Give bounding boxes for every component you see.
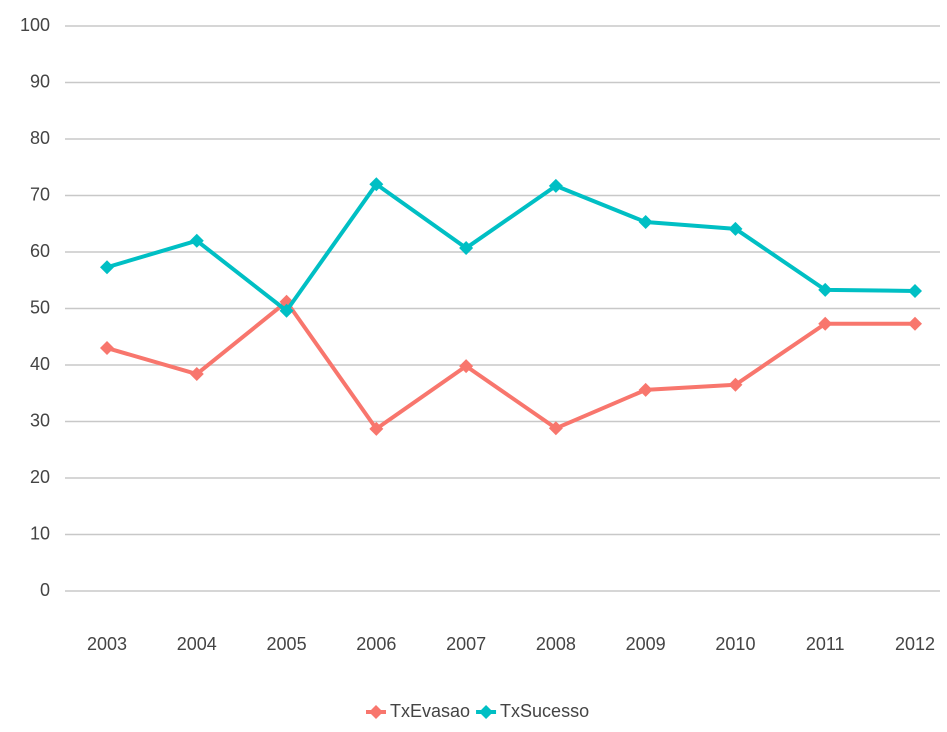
x-tick-label: 2006 [356,634,396,654]
y-tick-label: 90 [30,71,50,91]
y-tick-label: 30 [30,410,50,430]
data-point [459,359,474,374]
data-point [638,215,653,230]
data-point [189,367,204,382]
x-tick-label: 2004 [177,634,217,654]
data-point [908,316,922,331]
x-tick-label: 2011 [806,634,845,654]
y-tick-label: 40 [30,354,50,374]
x-tick-label: 2008 [536,634,576,654]
data-point [908,283,922,298]
y-tick-label: 0 [40,580,50,600]
legend-label: TxSucesso [500,701,589,721]
data-point [459,241,474,256]
data-point [369,421,384,436]
series-line [106,182,916,313]
y-tick-label: 100 [20,15,50,35]
x-tick-label: 2012 [895,634,935,654]
data-point [548,421,563,436]
data-point [369,177,384,192]
y-tick-label: 20 [30,467,50,487]
y-tick-label: 70 [30,184,50,204]
data-point [100,341,114,356]
data-point [818,282,833,297]
y-tick-label: 60 [30,241,50,261]
y-tick-label: 50 [30,297,50,317]
data-point [189,233,204,248]
data-point [279,303,294,318]
data-point [638,382,653,397]
x-tick-label: 2003 [87,634,127,654]
x-tick-label: 2007 [446,634,486,654]
data-point [548,178,563,193]
y-tick-label: 80 [30,128,50,148]
x-tick-label: 2005 [267,634,307,654]
x-tick-label: 2010 [715,634,755,654]
data-point [818,316,833,331]
legend-label: TxEvasao [390,701,470,721]
series-line [106,299,915,431]
y-tick-label: 10 [30,523,50,543]
data-point [728,377,743,392]
data-point [100,260,114,275]
x-tick-label: 2009 [626,634,666,654]
data-point [728,221,743,236]
